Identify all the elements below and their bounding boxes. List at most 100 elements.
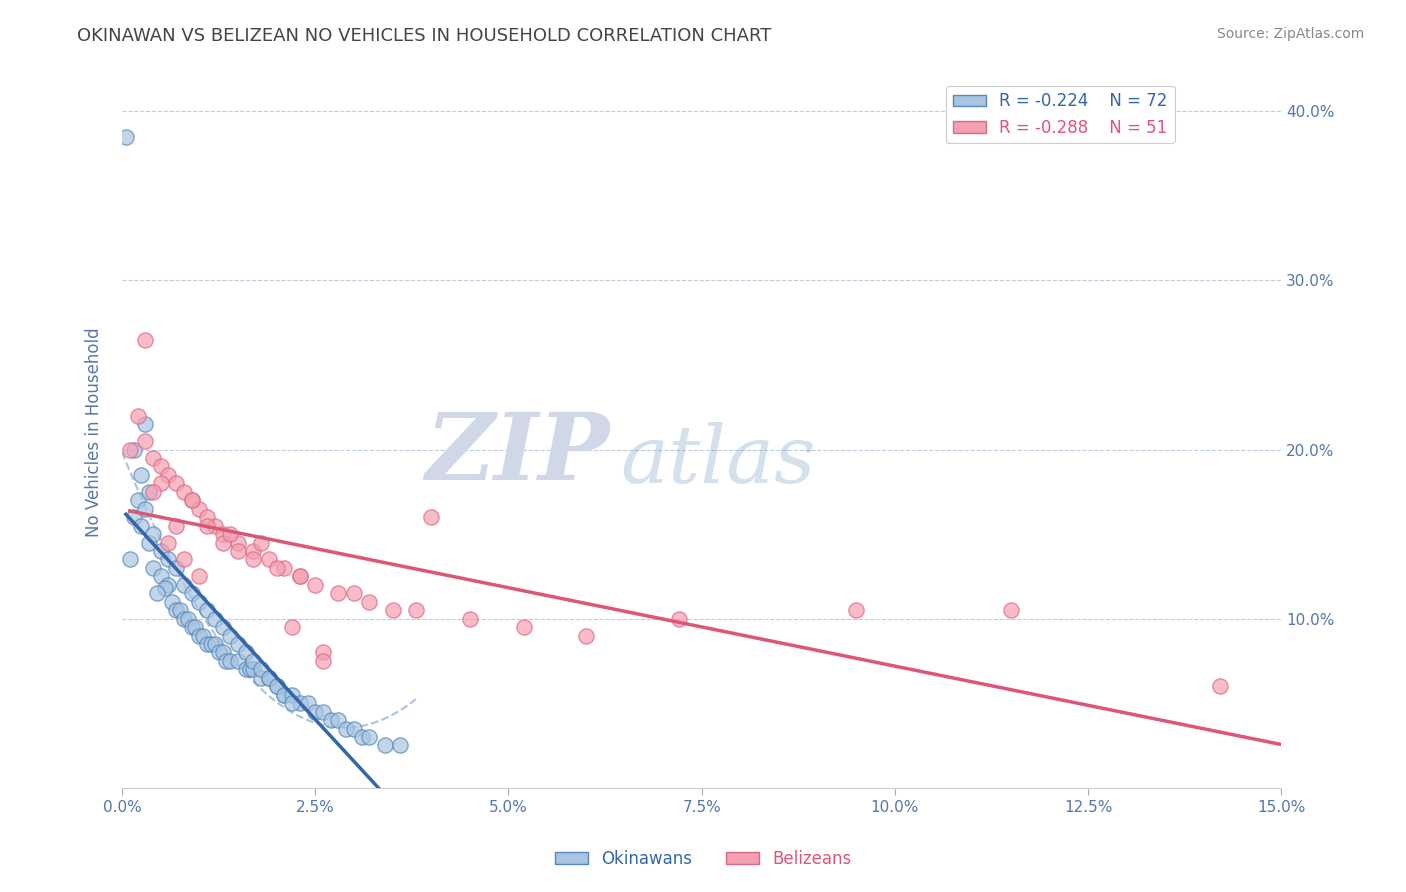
Point <box>195 603 218 617</box>
Point <box>458 612 481 626</box>
Point <box>242 662 264 676</box>
Point <box>127 409 149 423</box>
Point <box>359 730 381 744</box>
Point <box>165 603 187 617</box>
Point <box>134 417 156 431</box>
Point <box>180 586 202 600</box>
Point <box>513 620 536 634</box>
Point <box>134 434 156 448</box>
Point <box>153 581 176 595</box>
Point <box>328 586 350 600</box>
Point <box>122 442 145 457</box>
Point <box>242 544 264 558</box>
Point <box>138 535 160 549</box>
Point <box>389 739 412 753</box>
Point <box>257 671 280 685</box>
Point <box>219 527 242 541</box>
Point <box>188 569 211 583</box>
Point <box>195 637 218 651</box>
Point <box>177 612 200 626</box>
Point <box>165 561 187 575</box>
Point <box>131 518 153 533</box>
Point <box>146 586 169 600</box>
Y-axis label: No Vehicles in Household: No Vehicles in Household <box>86 327 103 537</box>
Text: Source: ZipAtlas.com: Source: ZipAtlas.com <box>1216 27 1364 41</box>
Point <box>188 595 211 609</box>
Point <box>211 527 233 541</box>
Point <box>211 645 233 659</box>
Point <box>193 628 215 642</box>
Point <box>219 628 242 642</box>
Point <box>350 730 373 744</box>
Point <box>162 595 184 609</box>
Point <box>149 459 172 474</box>
Point <box>381 603 404 617</box>
Point <box>266 679 288 693</box>
Point <box>173 484 195 499</box>
Point <box>250 671 273 685</box>
Point <box>134 501 156 516</box>
Point <box>343 722 366 736</box>
Point <box>188 501 211 516</box>
Point <box>204 518 226 533</box>
Point <box>343 586 366 600</box>
Point <box>211 620 233 634</box>
Point <box>188 628 211 642</box>
Point <box>328 713 350 727</box>
Point <box>374 739 396 753</box>
Point <box>281 688 304 702</box>
Point <box>157 578 180 592</box>
Point <box>226 535 249 549</box>
Point <box>173 552 195 566</box>
Point <box>226 637 249 651</box>
Point <box>297 696 319 710</box>
Point <box>575 628 598 642</box>
Point <box>149 476 172 491</box>
Point <box>142 450 165 465</box>
Point <box>173 578 195 592</box>
Point <box>319 713 342 727</box>
Point <box>157 552 180 566</box>
Point <box>281 620 304 634</box>
Point <box>195 510 218 524</box>
Point <box>242 552 264 566</box>
Point <box>118 442 141 457</box>
Legend: R = -0.224    N = 72, R = -0.288    N = 51: R = -0.224 N = 72, R = -0.288 N = 51 <box>946 86 1174 144</box>
Point <box>845 603 868 617</box>
Point <box>165 518 187 533</box>
Point <box>184 620 207 634</box>
Point <box>239 662 262 676</box>
Point <box>242 654 264 668</box>
Point <box>312 645 335 659</box>
Point <box>157 535 180 549</box>
Point <box>142 527 165 541</box>
Text: atlas: atlas <box>620 422 815 500</box>
Point <box>204 612 226 626</box>
Point <box>304 705 326 719</box>
Point <box>211 535 233 549</box>
Point <box>204 637 226 651</box>
Point <box>165 476 187 491</box>
Point <box>257 671 280 685</box>
Point <box>668 612 690 626</box>
Point <box>273 688 295 702</box>
Point <box>180 493 202 508</box>
Point <box>420 510 443 524</box>
Point <box>173 612 195 626</box>
Point <box>281 696 304 710</box>
Point <box>235 645 257 659</box>
Point <box>208 645 231 659</box>
Point <box>250 662 273 676</box>
Point <box>1000 603 1022 617</box>
Point <box>312 654 335 668</box>
Point <box>122 510 145 524</box>
Point <box>149 569 172 583</box>
Point <box>127 493 149 508</box>
Point <box>335 722 357 736</box>
Legend: Okinawans, Belizeans: Okinawans, Belizeans <box>548 844 858 875</box>
Point <box>288 569 311 583</box>
Point <box>219 654 242 668</box>
Text: OKINAWAN VS BELIZEAN NO VEHICLES IN HOUSEHOLD CORRELATION CHART: OKINAWAN VS BELIZEAN NO VEHICLES IN HOUS… <box>77 27 772 45</box>
Point <box>273 561 295 575</box>
Point <box>134 333 156 347</box>
